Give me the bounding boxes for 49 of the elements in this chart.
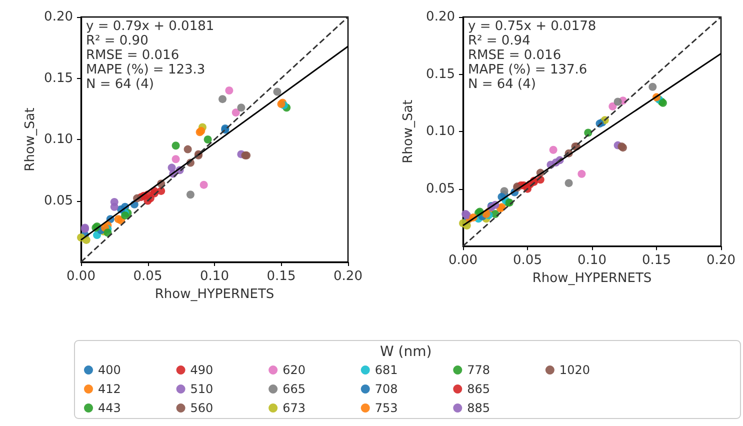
legend-label: 681 bbox=[374, 363, 398, 377]
y-tick-label: 0.20 bbox=[44, 10, 73, 24]
y-tick-label: 0.05 bbox=[426, 181, 455, 196]
annotation: MAPE (%) = 137.6 bbox=[468, 62, 588, 78]
annotation: N = 64 (4) bbox=[468, 77, 536, 92]
x-tick-label: 0.05 bbox=[513, 253, 542, 268]
legend-label: 412 bbox=[98, 382, 121, 396]
legend-label: 708 bbox=[374, 382, 398, 396]
y-tick-label: 0.15 bbox=[44, 70, 73, 86]
x-tick-label: 0.15 bbox=[266, 269, 296, 284]
annotation: R² = 0.94 bbox=[468, 34, 530, 48]
legend-label: 443 bbox=[98, 401, 121, 415]
legend-label: 753 bbox=[374, 401, 398, 415]
x-tick-label: 0.15 bbox=[642, 253, 671, 268]
y-tick-label: 0.10 bbox=[44, 132, 73, 147]
x-tick-label: 0.10 bbox=[200, 269, 229, 284]
x-tick-label: 0.00 bbox=[66, 269, 96, 284]
annotation: RMSE = 0.016 bbox=[86, 48, 180, 63]
y-axis-title: Rhow_Sat bbox=[23, 108, 38, 172]
legend-label: 510 bbox=[190, 382, 214, 396]
y-axis-title: Rhow_Sat bbox=[401, 100, 416, 164]
annotation: y = 0.75x + 0.0178 bbox=[468, 19, 596, 34]
legend-label: 400 bbox=[98, 363, 121, 377]
y-tick-label: 0.15 bbox=[426, 66, 455, 82]
annotation: y = 0.79x + 0.0181 bbox=[86, 19, 214, 34]
x-tick-label: 0.10 bbox=[578, 253, 606, 268]
x-tick-label: 0.05 bbox=[133, 269, 162, 284]
legend-label: 885 bbox=[467, 401, 490, 415]
legend-label: 665 bbox=[282, 382, 306, 396]
legend-title: W (nm) bbox=[380, 344, 432, 360]
legend-label: 778 bbox=[467, 363, 490, 377]
x-axis-title: Rhow_HYPERNETS bbox=[532, 271, 652, 286]
annotation: MAPE (%) = 123.3 bbox=[86, 62, 206, 78]
legend-label: 673 bbox=[282, 401, 306, 415]
x-axis-title: Rhow_HYPERNETS bbox=[154, 286, 274, 302]
annotation: N = 64 (4) bbox=[86, 77, 154, 92]
x-tick-label: 0.20 bbox=[706, 253, 736, 268]
legend-label: 1020 bbox=[559, 363, 590, 377]
legend-label: 490 bbox=[190, 363, 214, 377]
y-tick-label: 0.05 bbox=[44, 193, 73, 208]
annotation: RMSE = 0.016 bbox=[468, 48, 562, 63]
y-tick-label: 0.20 bbox=[426, 10, 455, 24]
y-tick-label: 0.10 bbox=[426, 124, 455, 140]
annotation: R² = 0.90 bbox=[86, 34, 148, 48]
x-tick-label: 0.00 bbox=[448, 253, 478, 268]
x-tick-label: 0.20 bbox=[334, 269, 362, 284]
legend-label: 620 bbox=[282, 363, 306, 377]
legend-label: 560 bbox=[190, 401, 214, 415]
legend-label: 865 bbox=[467, 382, 490, 396]
